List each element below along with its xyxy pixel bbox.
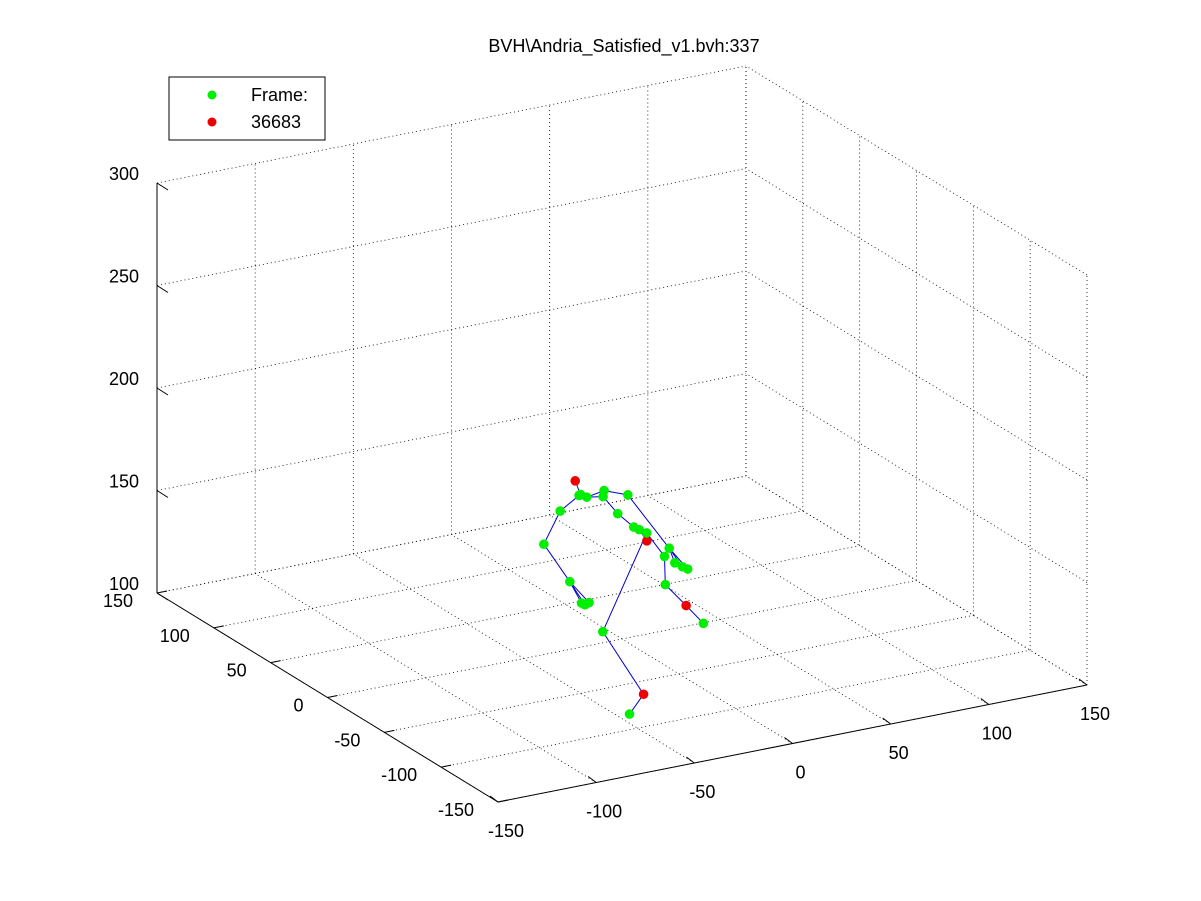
joint-hip_r [641,528,652,538]
joint-upleg_r [659,551,670,562]
grid-floor-y [441,649,1031,768]
x-tick-label: 0 [795,763,805,783]
joint-knee_r [660,579,671,590]
legend-label-frame: Frame: [251,85,308,105]
x-tick-mark [882,717,891,725]
z-tick-mark [156,490,169,498]
x-tick-label: -50 [689,782,715,802]
y-tick-mark [441,764,452,768]
bone-elbow_l-wrist_l [543,510,561,545]
joint-spine [612,508,623,519]
y-tick-label: 150 [103,591,133,611]
joint-toe_r [698,618,709,629]
z-tick-label: 150 [109,472,139,492]
x-tick-label: -150 [488,821,524,841]
legend-marker-frame [207,90,217,100]
joint-wrist_l [539,539,549,550]
joint-hand_l [565,576,575,587]
joint-elbow_r [623,490,633,500]
y-tick-mark [213,625,224,629]
grid-floor-y [213,510,803,629]
x-tick-label: -100 [586,802,622,822]
z-tick-mark [156,592,169,601]
grid-back-z [156,373,747,491]
joint-knee_l [598,626,608,637]
joint-ankle_r [681,600,691,611]
grid-back-z [156,65,747,184]
joint-head [570,476,581,486]
bone-wrist_l-hand_l [543,543,571,583]
joint-ankle_l [638,689,649,700]
joint-shoulder_r [599,485,609,496]
y-tick-mark [497,799,509,803]
bone-hip_r-upleg_r [646,532,665,557]
y-tick-label: -150 [438,800,474,820]
joint-elbow_l [555,506,565,516]
joint-shoulder_l [574,490,584,501]
x-tick-mark [784,737,793,744]
x-tick-label: 50 [889,743,909,763]
grid-floor-y [384,614,974,733]
grid-floor-y [270,545,860,664]
x-tick-mark [980,698,990,705]
y-tick-label: 50 [227,661,247,681]
bone-elbow_r-wrist_r [627,494,670,549]
bone-hip_r-knee_l [602,532,648,632]
legend-marker-frame-number [207,117,217,127]
grid-back-z [156,270,747,389]
x-tick-label: 150 [1080,704,1110,724]
bone-knee_l-ankle_l [602,631,644,695]
legend-box [168,76,326,141]
skeleton-bones [543,480,704,715]
z-tick-label: 100 [109,574,139,594]
y-tick-label: -50 [334,730,360,750]
z-tick-label: 200 [109,369,139,389]
grid-back-z [156,475,747,594]
y-tick-label: -100 [381,765,417,785]
y-tick-mark [327,695,338,698]
grid-lines [156,65,1088,803]
joint-hips [642,536,652,546]
skeleton-joints [539,476,709,719]
x-tick-mark [686,756,695,764]
z-tick-mark [156,182,169,191]
x-tick-mark [1078,678,1088,686]
z-tick-label: 250 [109,267,139,287]
legend: Frame: 36683 [168,76,326,141]
joint-wrist_r [664,543,675,554]
legend-label-frame-number: 36683 [251,112,301,132]
joint-fingers_l3 [584,597,594,608]
bone-knee_r-ankle_r [664,584,687,606]
z-tick-mark [156,387,169,396]
y-tick-mark [156,590,168,594]
joint-toe_l [624,709,635,719]
x-tick-label: 100 [982,724,1012,744]
chart-title: BVH\Andria_Satisfied_v1.bvh:337 [488,36,759,57]
grid-back-z [156,168,747,286]
grid-floor-y [327,580,917,698]
y-tick-mark [270,660,281,664]
joint-neck2 [581,492,592,502]
axes [156,182,1088,803]
joint-hip_l [634,524,644,535]
tick-labels: -150-100-50050100150-150-100-50050100150… [103,164,1110,841]
joint-hand_r3 [682,564,693,574]
grid-side-z [745,373,1088,583]
x-tick-mark [489,795,499,803]
x-tick-mark [587,776,597,783]
z-tick-label: 300 [109,164,139,184]
joint-hand_r1 [670,558,680,568]
y-tick-label: 0 [293,696,303,716]
y-tick-mark [384,729,395,733]
z-tick-mark [156,285,169,293]
y-tick-label: 100 [160,626,190,646]
